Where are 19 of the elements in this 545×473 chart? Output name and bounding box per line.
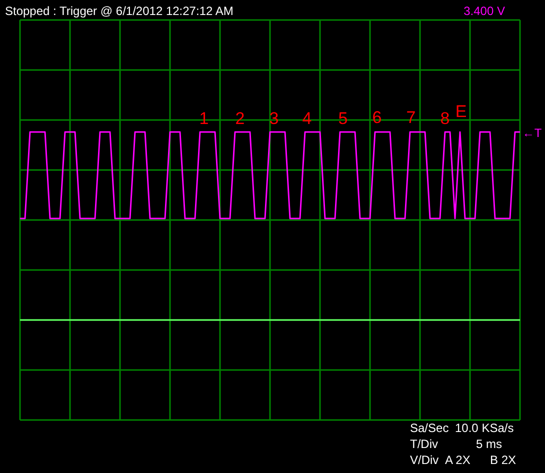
- text: E: [455, 102, 467, 121]
- chart-title: Stopped : Trigger @ 6/1/2012 12:27:12 AM: [5, 4, 234, 18]
- text: 5: [338, 109, 348, 128]
- text: 3.400 V: [464, 4, 505, 18]
- text: Sa/Sec: [410, 421, 449, 435]
- text: 3: [269, 109, 279, 128]
- text: 8: [440, 109, 450, 128]
- text: 5 ms: [476, 437, 502, 451]
- text: A 2X: [445, 453, 470, 467]
- text: 4: [302, 109, 312, 128]
- text: 7: [406, 108, 416, 127]
- text: 2: [235, 109, 245, 128]
- text: ←T: [522, 126, 542, 140]
- text: B 2X: [490, 453, 516, 467]
- text: 1: [199, 109, 209, 128]
- text: V/Div: [410, 453, 439, 467]
- text: T/Div: [410, 437, 438, 451]
- text: 10.0 KSa/s: [455, 421, 514, 435]
- text: 6: [372, 108, 382, 127]
